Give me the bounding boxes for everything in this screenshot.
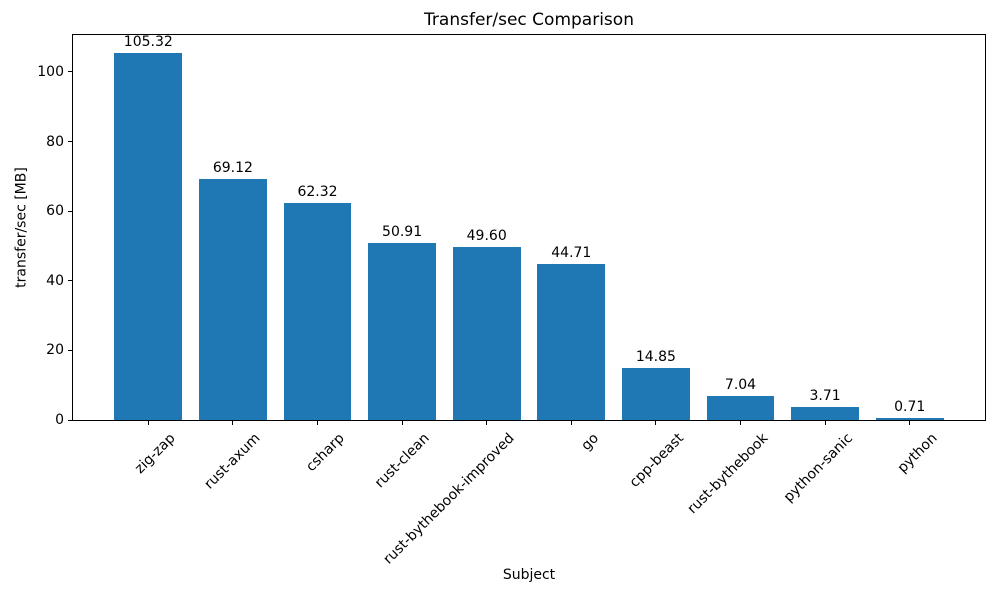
bar xyxy=(452,247,521,420)
bar-value-label: 50.91 xyxy=(382,223,423,240)
y-tick-label: 100 xyxy=(37,63,64,80)
x-tick-mark xyxy=(486,421,488,425)
bar xyxy=(199,179,267,420)
x-tick-mark xyxy=(316,421,318,425)
bar-value-label: 105.32 xyxy=(123,34,173,51)
bar-value-label: 3.71 xyxy=(809,388,841,405)
y-tick-mark xyxy=(68,419,72,421)
x-tick-label: rust-axum xyxy=(201,430,264,493)
y-tick-mark xyxy=(68,349,72,351)
x-tick-mark xyxy=(909,421,911,425)
x-tick-mark xyxy=(401,421,403,425)
bar xyxy=(114,53,183,420)
bar-value-label: 62.32 xyxy=(297,184,338,201)
y-tick-label: 80 xyxy=(46,133,64,150)
bar xyxy=(537,264,606,420)
bar-value-label: 7.04 xyxy=(724,376,757,393)
bar xyxy=(368,242,436,420)
x-tick-mark xyxy=(824,421,826,425)
y-tick-label: 20 xyxy=(46,342,64,359)
y-tick-mark xyxy=(68,71,72,73)
bar-value-label: 69.12 xyxy=(212,160,253,177)
x-tick-label: go xyxy=(578,430,602,454)
bar xyxy=(622,368,690,420)
plot-area: 0 20 40 60 80 100 105.32 zig-zap 69.12 rust-axum 6… xyxy=(37,34,986,567)
x-tick-mark xyxy=(147,421,149,425)
x-tick-label: python xyxy=(894,430,941,477)
bar-value-label: 49.60 xyxy=(466,228,507,245)
x-tick-label: csharp xyxy=(303,430,349,475)
bar xyxy=(791,407,859,420)
x-tick-label: python-sanic xyxy=(780,430,856,506)
bar-value-label: 0.71 xyxy=(894,398,926,415)
x-tick-mark xyxy=(232,421,234,425)
x-tick-label: cpp-beast xyxy=(626,430,687,491)
y-tick-label: 60 xyxy=(46,203,64,220)
bar-value-label: 14.85 xyxy=(635,349,676,366)
bar-value-label: 44.71 xyxy=(551,245,592,262)
x-axis-label: Subject xyxy=(502,567,556,583)
x-tick-label: zig-zap xyxy=(132,430,179,477)
bar xyxy=(706,395,775,420)
y-tick-mark xyxy=(68,280,72,282)
x-tick-mark xyxy=(655,421,657,425)
y-tick-label: 0 xyxy=(55,412,64,428)
bar xyxy=(283,203,352,420)
x-tick-label: rust-clean xyxy=(371,430,433,492)
x-tick-mark xyxy=(740,421,741,425)
bar xyxy=(875,417,944,420)
chart-title: Transfer/sec Comparison xyxy=(424,10,634,30)
y-tick-mark xyxy=(68,210,72,212)
x-tick-label: rust-bythebook xyxy=(684,430,772,518)
y-tick-mark xyxy=(68,141,72,143)
x-tick-mark xyxy=(570,421,572,425)
y-tick-label: 40 xyxy=(46,272,64,289)
